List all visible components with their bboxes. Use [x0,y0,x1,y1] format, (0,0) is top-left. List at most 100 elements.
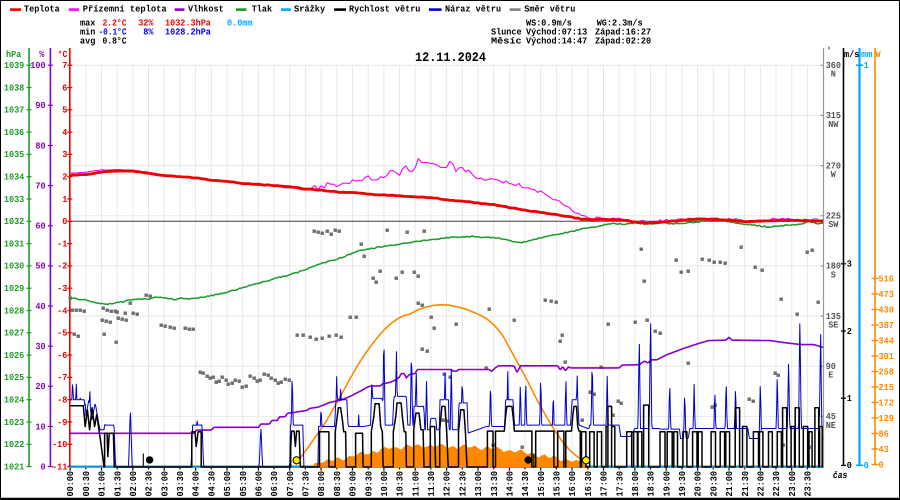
svg-text:0: 0 [41,461,46,472]
svg-text:12:00: 12:00 [442,471,453,497]
svg-text:E: E [828,370,834,381]
svg-text:min: min [80,27,95,38]
svg-text:-3: -3 [57,283,68,294]
svg-text:0: 0 [62,216,67,227]
svg-text:04:30: 04:30 [206,471,217,497]
svg-text:Náraz větru: Náraz větru [445,4,501,15]
svg-text:70: 70 [35,180,45,191]
svg-text:00:00: 00:00 [65,471,76,497]
svg-text:05:30: 05:30 [238,471,249,497]
svg-text:Rychlost větru: Rychlost větru [349,4,420,15]
svg-text:02:30: 02:30 [144,471,155,497]
svg-text:01:00: 01:00 [97,471,108,497]
svg-text:516: 516 [879,273,894,284]
svg-text:1035: 1035 [4,149,25,160]
svg-text:6: 6 [62,82,67,93]
svg-text:SW: SW [828,219,839,230]
svg-text:Východ:07:13: Východ:07:13 [526,27,588,38]
svg-text:N: N [831,69,836,80]
svg-text:1031: 1031 [4,238,25,249]
svg-text:1022: 1022 [4,439,24,450]
svg-text:430: 430 [879,304,894,315]
svg-text:Západ:16:27: Západ:16:27 [595,27,651,38]
svg-text:03:00: 03:00 [159,471,170,497]
svg-text:2: 2 [62,172,67,183]
svg-text:%: % [39,49,45,60]
svg-text:1030: 1030 [4,261,24,272]
svg-text:50: 50 [35,261,45,272]
svg-text:-7: -7 [57,372,67,383]
svg-text:18:00: 18:00 [630,471,641,497]
svg-text:45: 45 [826,411,837,422]
svg-text:01:30: 01:30 [112,471,123,497]
svg-text:mm: mm [861,49,873,60]
svg-text:90: 90 [826,361,836,372]
svg-text:04:00: 04:00 [191,471,202,497]
svg-text:22:30: 22:30 [771,471,782,497]
svg-text:15:00: 15:00 [536,471,547,497]
svg-text:13:30: 13:30 [489,471,500,497]
svg-text:11:30: 11:30 [426,471,437,497]
svg-text:hPa: hPa [6,49,22,60]
svg-text:30: 30 [35,341,45,352]
svg-text:00:30: 00:30 [81,471,92,497]
svg-text:15:30: 15:30 [552,471,563,497]
svg-text:-9: -9 [57,417,67,428]
svg-text:2.2°C: 2.2°C [103,18,127,29]
svg-text:90: 90 [35,100,45,111]
svg-text:07:00: 07:00 [285,471,296,497]
svg-text:09:30: 09:30 [363,471,374,497]
svg-text:WG:2.3m/s: WG:2.3m/s [597,18,643,29]
svg-text:258: 258 [879,366,895,377]
svg-text:1: 1 [62,194,68,205]
svg-text:S: S [831,269,837,280]
svg-text:-5: -5 [57,328,68,339]
svg-text:387: 387 [879,320,894,331]
svg-text:NE: NE [826,420,837,431]
svg-text:12:30: 12:30 [457,471,468,497]
svg-text:1039: 1039 [4,60,24,71]
svg-text:Západ:02:20: Západ:02:20 [595,36,651,47]
svg-text:1037: 1037 [4,105,24,116]
svg-text:06:30: 06:30 [269,471,280,497]
svg-text:1: 1 [864,60,870,71]
svg-text:08:30: 08:30 [332,471,343,497]
svg-text:135: 135 [826,311,842,322]
svg-text:-8: -8 [57,395,68,406]
svg-text:1023: 1023 [4,417,25,428]
svg-text:3: 3 [847,259,853,270]
svg-text:1036: 1036 [4,127,24,138]
svg-text:1034: 1034 [4,172,25,183]
svg-text:21:00: 21:00 [724,471,735,497]
svg-text:20: 20 [35,381,45,392]
svg-text:32%: 32% [138,18,154,29]
svg-text:86: 86 [879,428,889,439]
svg-text:-10: -10 [52,439,67,450]
svg-text:129: 129 [879,413,894,424]
svg-text:W: W [876,49,882,60]
svg-text:16:30: 16:30 [583,471,594,497]
svg-text:-4: -4 [57,305,68,316]
svg-text:SE: SE [828,320,839,331]
svg-text:1026: 1026 [4,350,24,361]
svg-text:215: 215 [879,382,895,393]
svg-text:-1: -1 [57,238,68,249]
svg-text:NW: NW [828,119,839,130]
svg-text:°C: °C [58,49,68,60]
svg-text:17:00: 17:00 [599,471,610,497]
svg-text:Vlhkost: Vlhkost [188,4,224,15]
svg-text:20:00: 20:00 [693,471,704,497]
svg-text:°: ° [827,45,831,56]
svg-text:1024: 1024 [4,395,25,406]
svg-text:WS:0.9m/s: WS:0.9m/s [526,18,572,29]
svg-text:7: 7 [62,60,67,71]
svg-text:0.0mm: 0.0mm [227,18,253,29]
svg-text:40: 40 [35,301,45,312]
svg-text:315: 315 [826,110,842,121]
svg-text:Východ:14:47: Východ:14:47 [526,36,587,47]
svg-text:14:30: 14:30 [520,471,531,497]
svg-text:0.8°C: 0.8°C [103,36,127,47]
svg-text:10:30: 10:30 [395,471,406,497]
svg-text:0: 0 [847,460,852,471]
svg-text:10: 10 [35,421,45,432]
